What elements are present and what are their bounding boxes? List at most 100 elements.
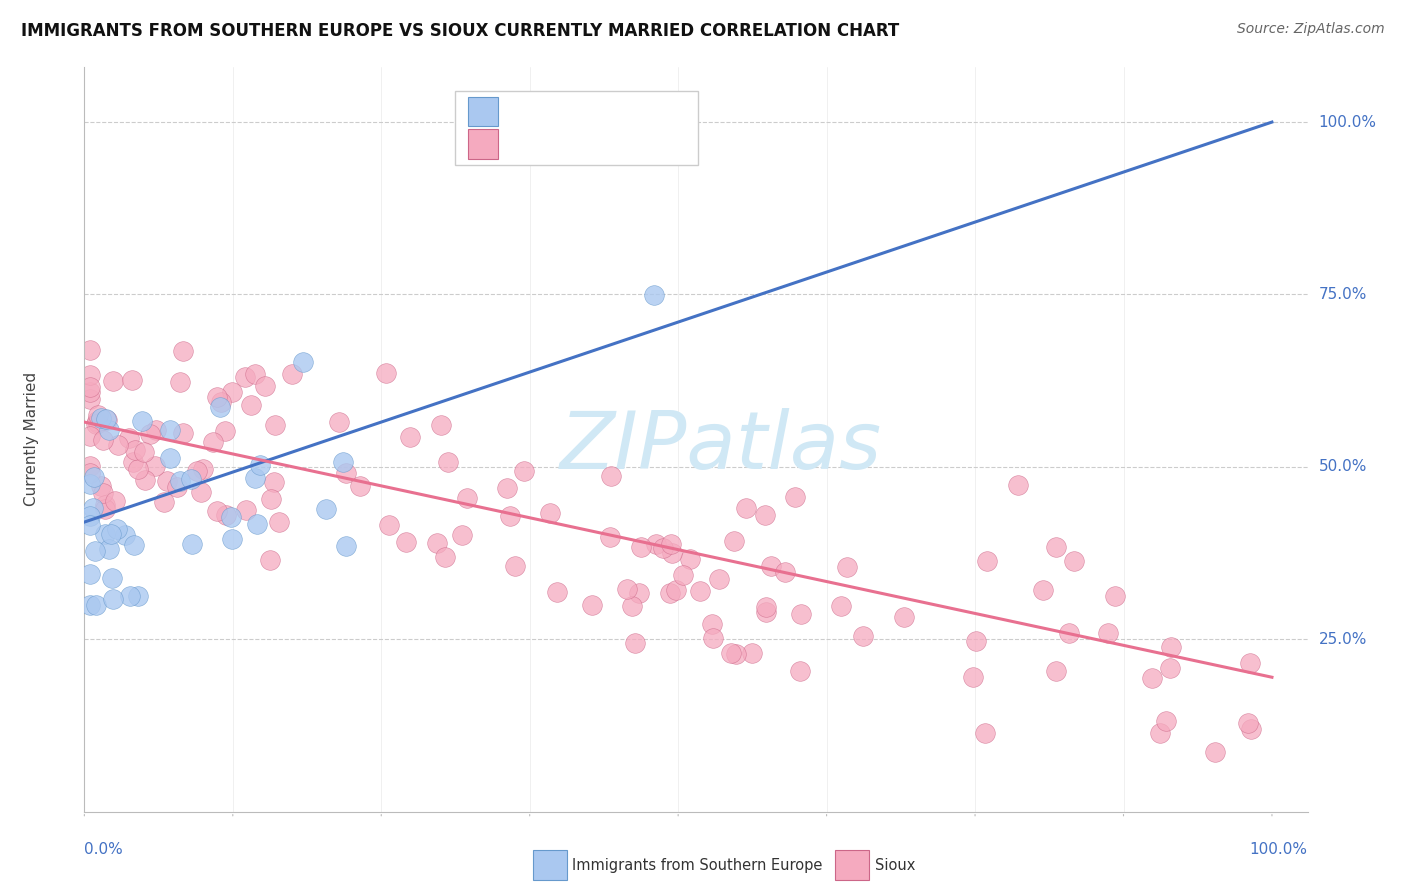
Point (82, 501, 104, 516)
Point (499, 509, 522, 524)
Point (172, 426, 194, 441)
Point (79, 477, 101, 491)
Text: 50.0%: 50.0% (1319, 459, 1367, 475)
Text: IMMIGRANTS FROM SOUTHERN EUROPE VS SIOUX CURRENTLY MARRIED CORRELATION CHART: IMMIGRANTS FROM SOUTHERN EUROPE VS SIOUX… (21, 22, 900, 40)
Point (121, 373, 143, 387)
Point (755, 599, 778, 614)
Point (679, 551, 702, 566)
Point (1159, 661, 1181, 675)
Point (169, 475, 191, 489)
Point (114, 527, 136, 541)
Point (741, 646, 763, 660)
Point (104, 493, 127, 508)
Point (84, 544, 107, 558)
Point (1097, 625, 1119, 640)
Point (260, 491, 283, 506)
Point (118, 431, 141, 445)
Point (973, 725, 995, 739)
Point (702, 632, 724, 646)
Point (725, 648, 748, 662)
Point (79, 384, 101, 399)
Point (98, 424, 121, 438)
Point (267, 515, 290, 529)
Text: 100.0%: 100.0% (1250, 842, 1308, 857)
Point (291, 355, 314, 369)
Point (623, 636, 645, 650)
Point (1007, 478, 1029, 492)
Point (783, 490, 806, 504)
Point (1057, 625, 1080, 640)
Point (98, 542, 121, 557)
Point (87, 409, 110, 423)
Text: ZIPatlas: ZIPatlas (560, 408, 882, 486)
Text: R = -0.71  N = 135: R = -0.71 N = 135 (506, 136, 651, 151)
Point (375, 366, 398, 380)
Point (79, 429, 101, 443)
Point (122, 455, 145, 469)
Point (191, 462, 214, 476)
Point (720, 646, 742, 660)
Point (652, 541, 675, 556)
Point (79, 466, 101, 480)
Point (546, 584, 568, 599)
Point (723, 534, 745, 549)
Point (94, 412, 117, 426)
Point (86, 598, 108, 612)
Point (965, 634, 987, 648)
Point (581, 598, 603, 612)
Point (505, 558, 527, 573)
Point (79, 598, 101, 612)
Point (672, 567, 695, 582)
Text: 0.0%: 0.0% (84, 842, 124, 857)
Point (79, 343, 101, 358)
Point (214, 424, 236, 438)
Point (240, 398, 263, 412)
Point (627, 586, 650, 600)
Point (496, 482, 519, 496)
FancyBboxPatch shape (835, 850, 869, 880)
Point (201, 434, 224, 449)
Point (235, 503, 257, 517)
Point (264, 417, 287, 432)
Point (107, 437, 129, 451)
Point (426, 536, 449, 550)
Point (1204, 745, 1226, 759)
Point (616, 582, 638, 596)
FancyBboxPatch shape (468, 128, 498, 159)
Point (456, 491, 478, 505)
Point (219, 510, 242, 524)
Point (773, 565, 796, 579)
Point (249, 458, 271, 472)
Point (436, 455, 458, 469)
Point (734, 500, 756, 515)
Point (79, 459, 101, 474)
Point (645, 537, 668, 551)
Point (1154, 714, 1177, 728)
Point (120, 589, 142, 603)
Point (893, 610, 915, 624)
Point (169, 375, 191, 389)
Text: R =  0.673  N =  39: R = 0.673 N = 39 (506, 104, 657, 120)
Point (127, 462, 149, 476)
Point (131, 414, 153, 428)
Point (761, 559, 783, 574)
Point (263, 475, 285, 490)
Text: Immigrants from Southern Europe: Immigrants from Southern Europe (572, 858, 823, 872)
Point (215, 508, 238, 522)
Point (159, 423, 181, 437)
Point (1032, 582, 1054, 597)
Point (1104, 589, 1126, 603)
Point (600, 469, 623, 483)
Point (93, 498, 115, 512)
Point (159, 450, 181, 465)
Point (349, 479, 371, 493)
Point (186, 464, 208, 478)
Point (332, 454, 354, 468)
FancyBboxPatch shape (468, 96, 498, 127)
Point (124, 443, 146, 458)
FancyBboxPatch shape (533, 850, 567, 880)
Point (659, 537, 682, 551)
Point (205, 390, 228, 404)
Point (1140, 671, 1163, 685)
Text: 75.0%: 75.0% (1319, 287, 1367, 302)
